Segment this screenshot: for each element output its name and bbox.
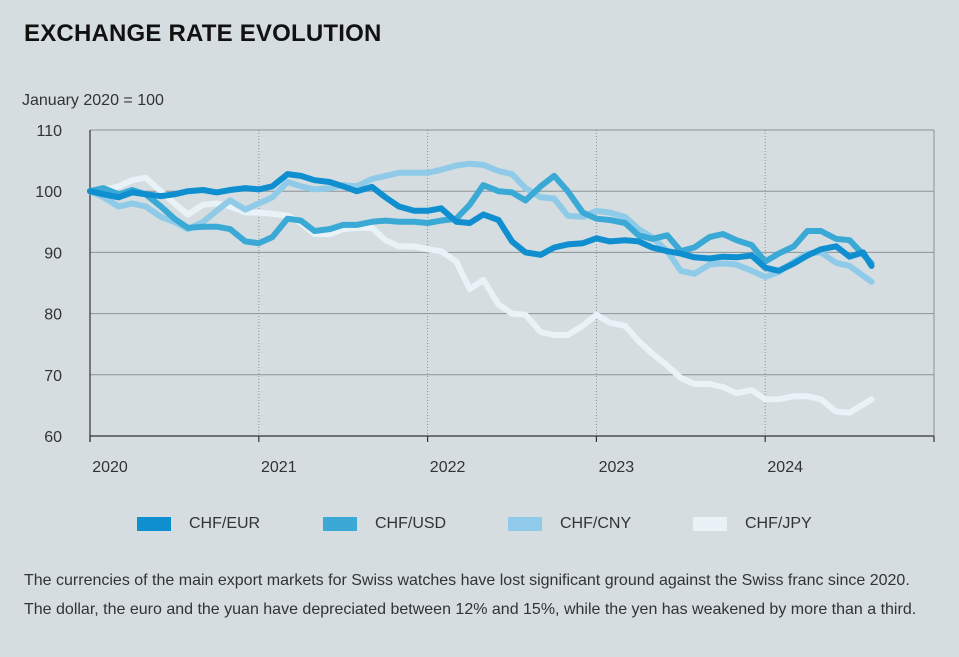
y-tick-label: 100 [35,184,62,201]
legend-label: CHF/JPY [745,515,812,532]
y-tick-label: 60 [44,429,62,446]
legend-label: CHF/USD [375,515,447,532]
legend-swatch [508,517,542,531]
series-line-chf-usd [87,172,875,267]
y-tick-label: 90 [44,245,62,262]
legend-item-chf-usd: CHF/USD [323,512,446,536]
y-tick-label: 70 [44,368,62,385]
chart-title: EXCHANGE RATE EVOLUTION [24,20,382,47]
y-axis-label: January 2020 = 100 [22,92,164,109]
y-tick-label: 80 [44,307,62,324]
legend-label: CHF/EUR [189,515,261,532]
legend-swatch [693,517,727,531]
x-tick-label: 2024 [767,459,803,476]
legend-item-chf-jpy: CHF/JPY [693,512,812,536]
legend-swatch [137,517,171,531]
x-tick-label: 2022 [430,459,466,476]
x-tick-label: 2020 [92,459,128,476]
y-tick-label: 110 [36,123,62,140]
legend-label: CHF/CNY [560,515,632,532]
x-tick-label: 2021 [261,459,297,476]
chart-caption: The currencies of the main export market… [24,572,917,618]
legend-item-chf-cny: CHF/CNY [508,512,631,536]
series-line-chf-jpy [87,174,875,416]
legend-item-chf-eur: CHF/EUR [137,512,260,536]
series-line-chf-cny [87,160,875,285]
legend-swatch [323,517,357,531]
series-line-chf-eur [87,171,875,274]
x-tick-label: 2023 [599,459,635,476]
